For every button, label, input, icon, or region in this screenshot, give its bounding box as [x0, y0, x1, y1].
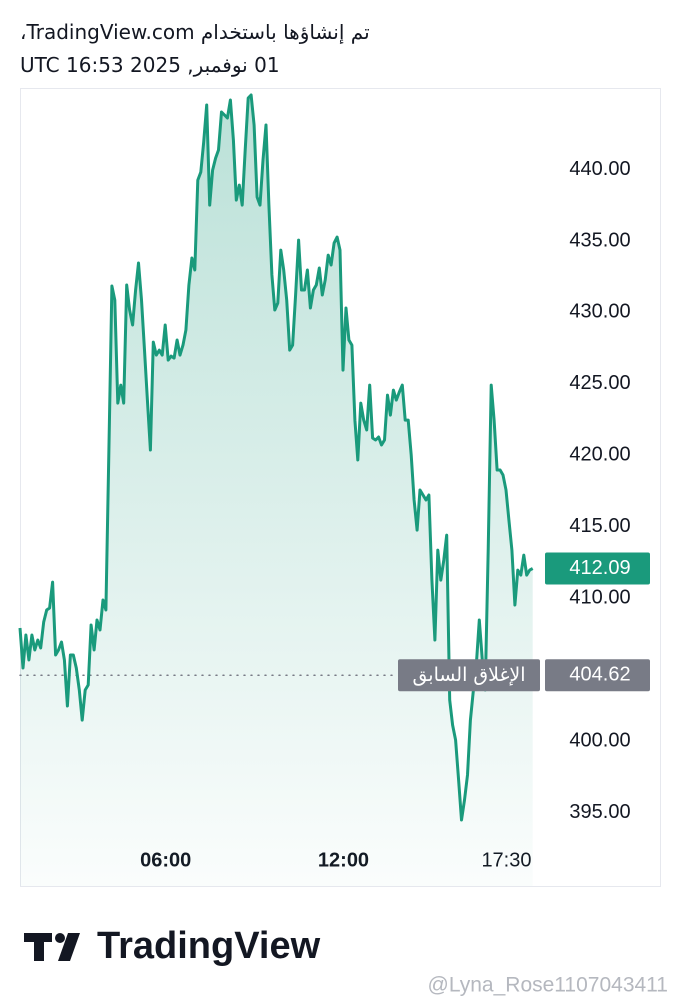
y-tick-label: 395.00	[569, 801, 630, 823]
watermark: @Lyna_Rose1107043411	[428, 974, 668, 997]
header-line: 01 نوفمبر, 2025 16:53 UTC	[20, 53, 280, 77]
y-tick-label: 425.00	[569, 372, 630, 394]
y-tick-label: 420.00	[569, 444, 630, 466]
previous-close-value: 404.62	[569, 664, 630, 686]
frame	[20, 88, 661, 887]
y-tick-label: 415.00	[569, 515, 630, 537]
y-tick-label: 400.00	[569, 730, 630, 752]
y-tick-label: 430.00	[569, 301, 630, 323]
logo-text: TradingView	[97, 925, 321, 967]
area	[20, 95, 533, 886]
last-price-label: 412.09	[569, 557, 630, 579]
y-tick-label: 410.00	[569, 587, 630, 609]
price-line	[18, 93, 534, 822]
y-tick-label: 435.00	[569, 229, 630, 251]
y-tick-label: 440.00	[569, 158, 630, 180]
logo-icon	[24, 933, 80, 961]
value-box	[545, 659, 650, 692]
last-price-box	[545, 552, 650, 585]
header-line: تم إنشاؤها باستخدام TradingView.com،	[20, 20, 370, 44]
label-box	[398, 659, 540, 692]
previous-close-label: الإغلاق السابق	[412, 664, 525, 686]
